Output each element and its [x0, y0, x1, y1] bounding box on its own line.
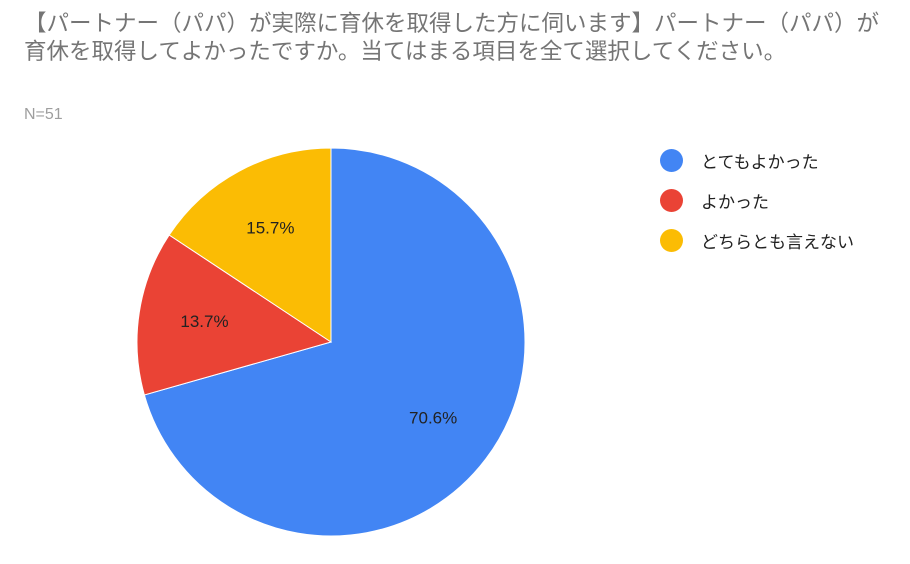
chart-subtitle: N=51: [24, 106, 63, 123]
legend-item: よかった: [660, 180, 854, 220]
legend-label: とてもよかった: [701, 152, 819, 173]
legend-item: どちらとも言えない: [660, 220, 854, 260]
legend-item: とてもよかった: [660, 140, 854, 180]
legend: とてもよかった よかった どちらとも言えない: [660, 140, 854, 260]
legend-swatch: [660, 188, 683, 212]
slice-data-label: 70.6%: [409, 409, 457, 428]
pie-slice: [136, 234, 333, 396]
legend-swatch: [660, 148, 683, 172]
slice-data-label: 15.7%: [246, 219, 294, 238]
legend-label: よかった: [701, 192, 769, 213]
pie-slice: [143, 147, 526, 537]
pie-slice: [168, 147, 332, 343]
chart-title: 【パートナー（パパ）が実際に育休を取得した方に伺います】パートナー（パパ）が育休…: [24, 11, 880, 65]
legend-swatch: [660, 228, 683, 252]
legend-label: どちらとも言えない: [701, 232, 854, 253]
slice-data-label: 13.7%: [180, 312, 228, 331]
